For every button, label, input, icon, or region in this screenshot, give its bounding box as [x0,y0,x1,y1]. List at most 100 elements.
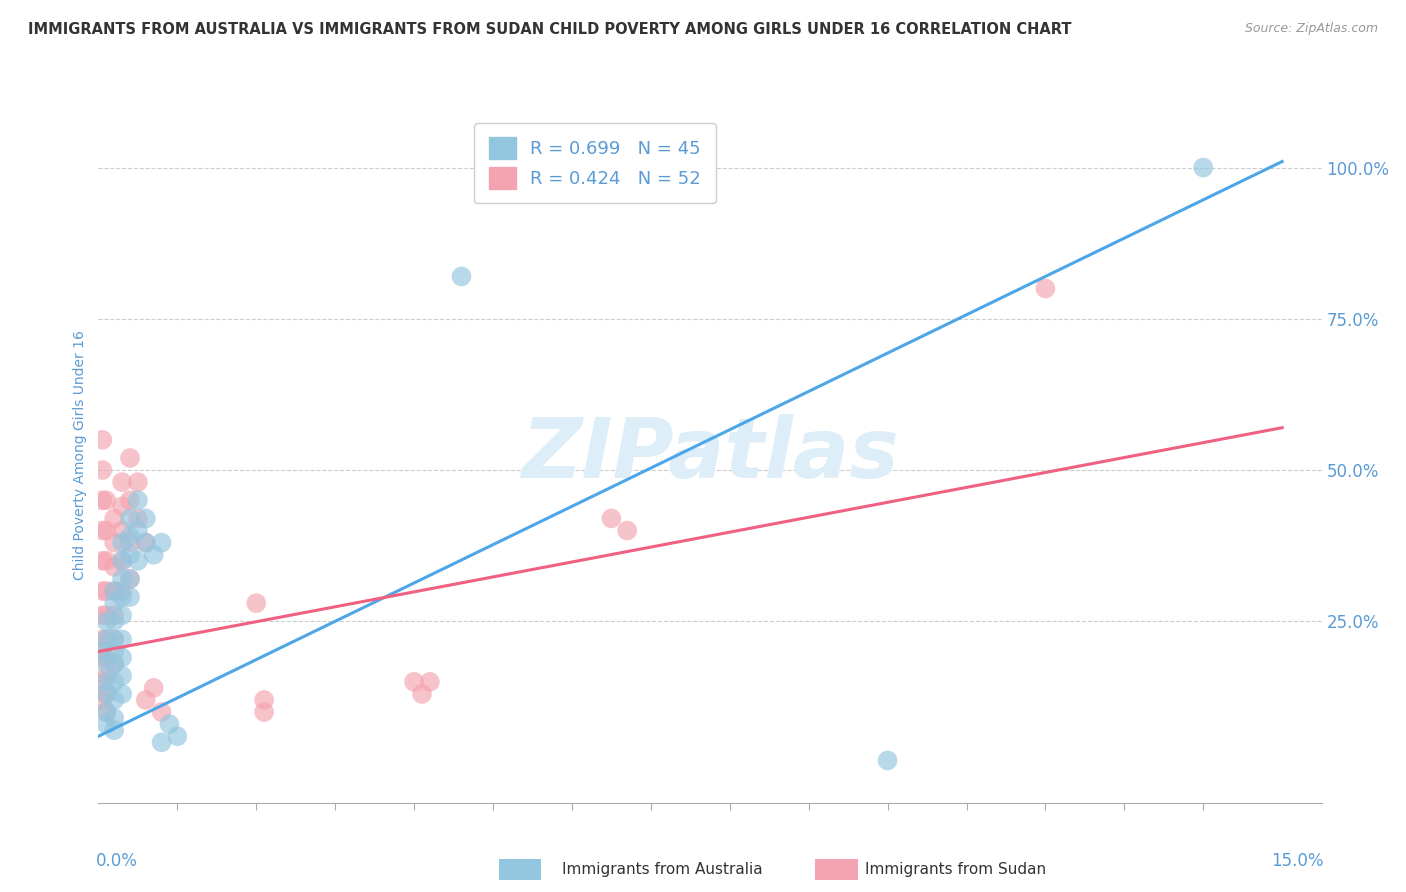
Point [103,608,125,623]
Text: Immigrants from Sudan: Immigrants from Sudan [865,863,1046,877]
Point [111,535,134,549]
Point [96,674,118,689]
Point [150,705,173,719]
Point [103,584,125,599]
Point [118,535,141,549]
Point [103,511,125,525]
Point [150,735,173,749]
Point [103,596,125,610]
Point [135,535,157,549]
Point [253,705,276,719]
Point [111,554,134,568]
Text: IMMIGRANTS FROM AUSTRALIA VS IMMIGRANTS FROM SUDAN CHILD POVERTY AMONG GIRLS UND: IMMIGRANTS FROM AUSTRALIA VS IMMIGRANTS … [28,22,1071,37]
Point [103,632,125,647]
Point [1035,281,1057,295]
Point [91,674,114,689]
Point [103,711,125,725]
Point [96,493,118,508]
Point [91,493,114,508]
Point [96,554,118,568]
Point [91,524,114,538]
Point [876,754,898,768]
Point [600,511,623,525]
Point [91,632,114,647]
Point [135,693,157,707]
Point [96,650,118,665]
Point [111,687,134,701]
Point [103,657,125,671]
Point [404,674,426,689]
Text: 0.0%: 0.0% [96,852,138,870]
Point [111,608,134,623]
Point [450,269,472,284]
Point [103,559,125,574]
Point [127,475,149,490]
Point [91,463,114,477]
Point [127,554,149,568]
Point [166,729,188,743]
Y-axis label: Child Poverty Among Girls Under 16: Child Poverty Among Girls Under 16 [73,330,87,580]
Point [96,717,118,731]
Point [118,530,141,544]
Point [118,511,141,525]
Point [245,596,267,610]
Point [91,650,114,665]
Point [118,450,141,465]
Point [159,717,181,731]
Point [118,493,141,508]
Point [118,572,141,586]
Point [96,687,118,701]
Point [96,705,118,719]
Point [103,632,125,647]
Point [103,584,125,599]
Point [111,650,134,665]
Legend: R = 0.699   N = 45, R = 0.424   N = 52: R = 0.699 N = 45, R = 0.424 N = 52 [474,123,716,203]
Point [96,584,118,599]
Point [411,687,433,701]
Point [135,535,157,549]
Point [103,644,125,658]
Point [127,493,149,508]
Point [96,632,118,647]
Point [96,608,118,623]
Text: ZIPatlas: ZIPatlas [522,415,898,495]
Text: Immigrants from Australia: Immigrants from Australia [562,863,763,877]
Point [127,511,149,525]
Point [111,554,134,568]
Point [111,632,134,647]
Point [127,524,149,538]
Point [616,524,638,538]
Point [91,644,114,658]
Point [118,548,141,562]
Point [103,657,125,671]
Point [419,674,441,689]
Point [96,687,118,701]
Point [1192,161,1215,175]
Point [118,572,141,586]
Point [96,632,118,647]
Point [91,433,114,447]
Point [150,535,173,549]
Point [91,584,114,599]
Point [103,615,125,629]
Point [111,524,134,538]
Point [91,608,114,623]
Point [111,572,134,586]
Point [103,674,125,689]
Point [103,693,125,707]
Point [103,535,125,549]
Point [96,705,118,719]
Point [96,615,118,629]
Point [96,524,118,538]
Point [91,693,114,707]
Point [142,548,165,562]
Point [91,554,114,568]
Point [111,475,134,490]
Point [111,590,134,604]
Point [253,693,276,707]
Point [111,500,134,514]
Point [111,584,134,599]
Point [96,669,118,683]
Point [96,657,118,671]
Point [111,669,134,683]
